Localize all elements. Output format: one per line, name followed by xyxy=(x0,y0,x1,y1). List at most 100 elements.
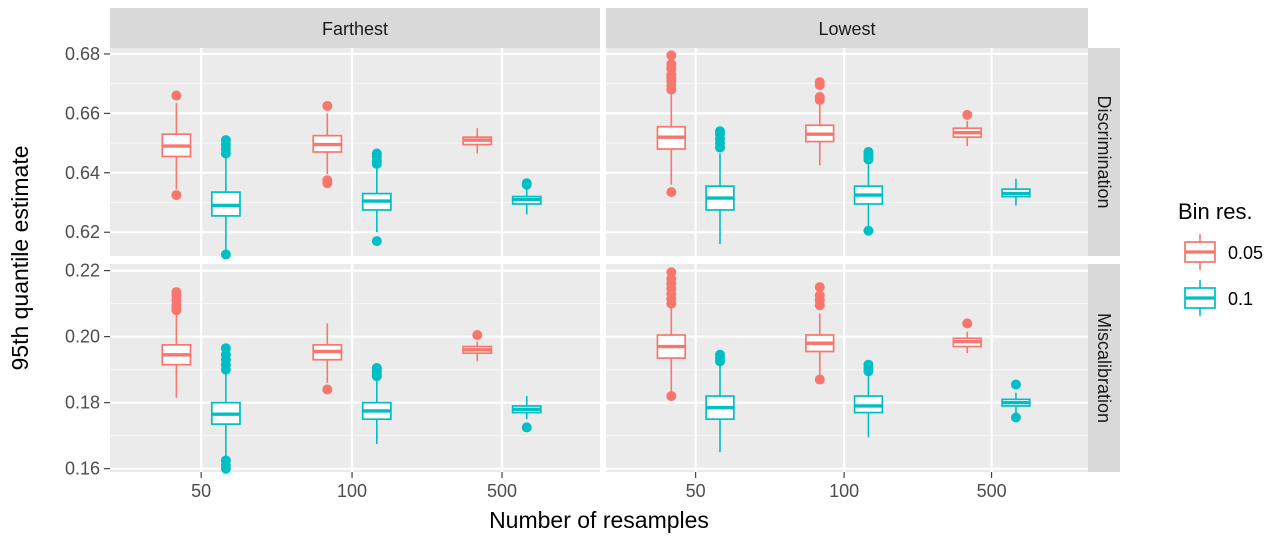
row-strip-label: Discrimination xyxy=(1094,95,1114,208)
row-strip xyxy=(1088,48,1120,256)
x-tick-label: 500 xyxy=(487,481,517,501)
column-strip-label: Farthest xyxy=(322,19,388,39)
y-axis-title: 95th quantile estimate xyxy=(7,145,33,370)
box-layer xyxy=(161,287,542,474)
box-50-0.1 xyxy=(705,126,735,245)
facet-strips: Farthest Lowest Discrimination Miscalibrati… xyxy=(110,8,1120,472)
row-strip-label: Miscalibration xyxy=(1094,313,1114,423)
column-strip xyxy=(606,8,1088,48)
column-strip xyxy=(110,8,600,48)
box-500-0.1 xyxy=(511,396,542,433)
outlier-point xyxy=(371,158,382,169)
x-tick-label: 100 xyxy=(337,481,367,501)
outlier-point xyxy=(521,179,532,190)
box-100-0.1 xyxy=(853,359,884,438)
outlier-point xyxy=(521,422,532,433)
facet-panel xyxy=(606,48,1088,256)
y-tick-label: 0.68 xyxy=(65,44,100,64)
box-100-0.05 xyxy=(312,323,343,395)
box-500-0.1 xyxy=(1001,379,1031,423)
x-tick-label: 100 xyxy=(829,481,859,501)
box-50-0.1 xyxy=(210,135,241,260)
box-500-0.05 xyxy=(462,329,493,362)
box-100-0.1 xyxy=(361,148,392,247)
outlier-point xyxy=(322,178,333,189)
panel-background xyxy=(606,264,1088,472)
box-100-0.05 xyxy=(805,77,835,166)
x-tick-label: 50 xyxy=(686,481,706,501)
y-tick-label: 0.66 xyxy=(65,103,100,123)
outlier-point xyxy=(814,282,825,293)
box-500-0.1 xyxy=(1001,178,1031,206)
box-500-0.05 xyxy=(952,318,982,354)
box-50-0.05 xyxy=(161,287,192,398)
y-tick-label: 0.18 xyxy=(65,393,100,413)
outlier-point xyxy=(322,384,333,395)
box-100-0.05 xyxy=(805,282,835,385)
x-tick-label: 50 xyxy=(191,481,211,501)
column-strip-label: Lowest xyxy=(818,19,875,39)
facet-panel xyxy=(110,48,600,256)
box-50-0.05 xyxy=(161,90,192,201)
box-500-0.05 xyxy=(952,109,982,147)
outlier-point xyxy=(863,154,874,165)
outlier-point xyxy=(220,249,231,260)
x-axis-title: Number of resamples xyxy=(489,507,709,533)
outlier-point xyxy=(814,374,825,385)
box-layer xyxy=(656,50,1031,245)
outlier-point xyxy=(714,142,725,153)
y-tick-label: 0.62 xyxy=(65,222,100,242)
box-50-0.1 xyxy=(210,343,241,474)
outlier-point xyxy=(666,187,677,198)
axes: 0.62 0.64 0.66 0.68 0.16 0.18 0.20 0.22 50 100 500… xyxy=(65,44,1007,501)
box-100-0.1 xyxy=(853,147,884,236)
outlier-point xyxy=(962,318,973,329)
outlier-point xyxy=(814,80,825,91)
panel-background xyxy=(110,48,600,256)
outlier-point xyxy=(220,463,231,474)
outlier-point xyxy=(962,109,973,120)
box-50-0.05 xyxy=(656,50,687,198)
box-50-0.1 xyxy=(705,349,735,453)
outlier-point xyxy=(863,225,874,236)
facet-panel xyxy=(606,264,1088,472)
y-tick-label: 0.20 xyxy=(65,327,100,347)
legend-label: 0.1 xyxy=(1228,289,1253,309)
outlier-point xyxy=(220,148,231,159)
panel-background xyxy=(606,48,1088,256)
outlier-point xyxy=(371,371,382,382)
box-layer xyxy=(656,267,1031,453)
outlier-point xyxy=(322,100,333,111)
legend-label: 0.05 xyxy=(1228,243,1263,263)
outlier-point xyxy=(171,305,182,316)
legend-key-0.1: 0.1 xyxy=(1180,278,1253,318)
legend-key-0.05: 0.05 xyxy=(1180,232,1263,272)
legend-title: Bin res. xyxy=(1178,199,1253,224)
x-tick-label: 500 xyxy=(977,481,1007,501)
outlier-point xyxy=(666,84,677,95)
box-500-0.1 xyxy=(511,178,542,215)
outlier-point xyxy=(220,364,231,375)
y-tick-label: 0.64 xyxy=(65,163,100,183)
facet-panel xyxy=(110,264,600,472)
y-tick-label: 0.22 xyxy=(65,261,100,281)
row-strip xyxy=(1088,264,1120,472)
legend: Bin res. 0.05 0.1 xyxy=(1178,199,1263,318)
outlier-point xyxy=(171,190,182,201)
outlier-point xyxy=(1010,412,1021,423)
box-layer xyxy=(161,90,542,260)
outlier-point xyxy=(814,300,825,311)
y-tick-label: 0.16 xyxy=(65,459,100,479)
outlier-point xyxy=(472,329,483,340)
outlier-point xyxy=(666,298,677,309)
box-100-0.05 xyxy=(312,100,343,189)
outlier-point xyxy=(171,90,182,101)
box-100-0.1 xyxy=(361,363,392,444)
box-50-0.05 xyxy=(656,267,687,402)
panels-layer xyxy=(110,48,1088,474)
outlier-point xyxy=(714,356,725,367)
outlier-point xyxy=(814,95,825,105)
outlier-point xyxy=(371,236,382,247)
outlier-point xyxy=(1010,379,1021,390)
